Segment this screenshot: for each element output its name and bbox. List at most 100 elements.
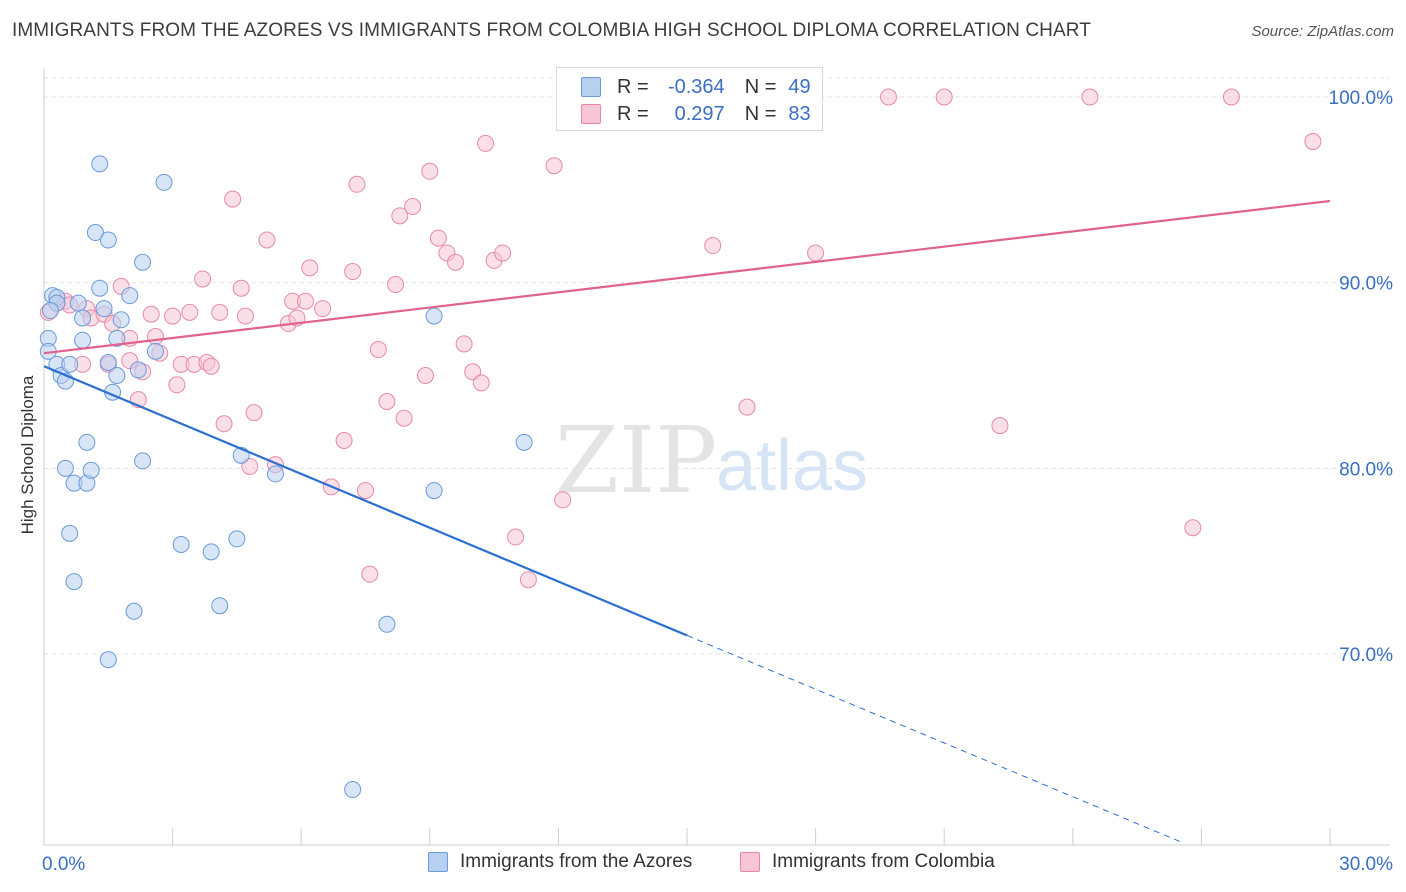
colombia-point [507,528,525,546]
gridlines [44,77,1390,655]
source-label: Source: ZipAtlas.com [1251,23,1394,40]
bottom-colombia-label: Immigrants from Colombia [772,851,995,872]
colombia-n-value: 83 [788,102,811,125]
colombia-point [168,376,186,394]
colombia-point [554,491,572,509]
colombia-point [335,431,353,449]
colombia-point [194,270,212,288]
azores-point [121,287,139,305]
azores-point [61,355,79,373]
colombia-point [232,279,250,297]
bottom-legend-colombia: Immigrants from Colombia [740,851,995,873]
colombia-point [236,307,254,325]
colombia-point [202,357,220,375]
colombia-point [215,415,233,433]
azores-point [108,367,126,384]
colombia-point [245,404,263,422]
colombia-point [472,374,490,392]
colombia-point [258,231,276,249]
colombia-point [421,162,439,180]
azores-swatch [581,77,601,97]
azores-n-value: 49 [788,75,811,98]
azores-point [155,173,173,191]
axes [43,68,1390,846]
colombia-point [991,417,1009,435]
colombia-r-value: 0.297 [674,102,725,125]
azores-point [61,524,79,542]
colombia-point [494,244,512,262]
correlation-legend: R = -0.364 N = 49 R = 0.297 N = 83 [556,67,823,131]
azores-trend-extension [686,634,1181,842]
azores-r-label: R = [617,75,649,98]
colombia-point [935,88,953,106]
azores-point [129,361,147,379]
watermark-zip: ZIP [555,407,717,514]
azores-point [99,651,117,669]
colombia-point [344,263,362,281]
x-tick-label-max: 30.0% [1339,854,1393,875]
legend-row-colombia: R = 0.297 N = 83 [557,100,811,128]
azores-point [82,461,100,479]
azores-point [99,354,117,372]
colombia-point [807,244,825,262]
azores-point [99,231,117,249]
bottom-legend-azores: Immigrants from the Azores [428,851,692,873]
colombia-point [348,175,366,193]
colombia-point [146,328,164,346]
watermark: ZIP atlas [555,407,868,514]
azores-point [41,302,59,320]
colombia-point [477,134,495,152]
azores-point [74,331,92,349]
colombia-point [296,292,314,310]
colombia-point [387,276,405,294]
azores-point [86,224,104,242]
azores-point [78,433,96,451]
colombia-r-label: R = [617,102,649,125]
azores-point [344,781,362,799]
azores-point [425,482,443,500]
azores-r-value: -0.364 [667,75,725,98]
azores-point [65,573,83,591]
colombia-n-label: N = [744,102,777,125]
azores-point [202,543,220,561]
azores-point [91,279,109,297]
azores-point [95,300,113,318]
colombia-point [404,198,422,216]
azores-point [425,307,443,325]
bottom-colombia-swatch [740,852,760,872]
colombia-point [224,190,242,208]
azores-point [125,602,143,620]
colombia-point [455,335,473,353]
colombia-swatch [581,104,601,124]
azores-point [146,342,164,360]
colombia-point [738,398,756,416]
azores-point [266,465,284,483]
colombia-point [181,303,199,321]
azores-point [378,615,396,633]
colombia-trend-line [43,199,1331,355]
colombia-point [142,305,160,323]
azores-point [69,294,87,312]
colombia-point [429,229,447,247]
colombia-point [519,571,537,589]
colombia-point [314,300,332,318]
colombia-point [378,392,396,410]
colombia-point [1184,519,1202,537]
colombia-point [164,307,182,325]
colombia-point [879,88,897,106]
colombia-point [395,409,413,427]
azores-point [134,452,152,470]
colombia-point [447,253,465,271]
colombia-point [1081,88,1099,106]
azores-point [108,329,126,347]
azores-point [91,155,109,173]
y-tick-label: 90.0% [1339,274,1393,295]
colombia-point [704,237,722,255]
y-tick-label: 80.0% [1339,459,1393,480]
azores-point [228,530,246,548]
tick-labels: 70.0% 80.0% 90.0% 100.0% 0.0% 30.0% [42,88,1393,875]
azores-points [39,155,533,799]
colombia-point [361,565,379,583]
azores-point [112,311,130,329]
chart-title: IMMIGRANTS FROM THE AZORES VS IMMIGRANTS… [12,20,1091,41]
